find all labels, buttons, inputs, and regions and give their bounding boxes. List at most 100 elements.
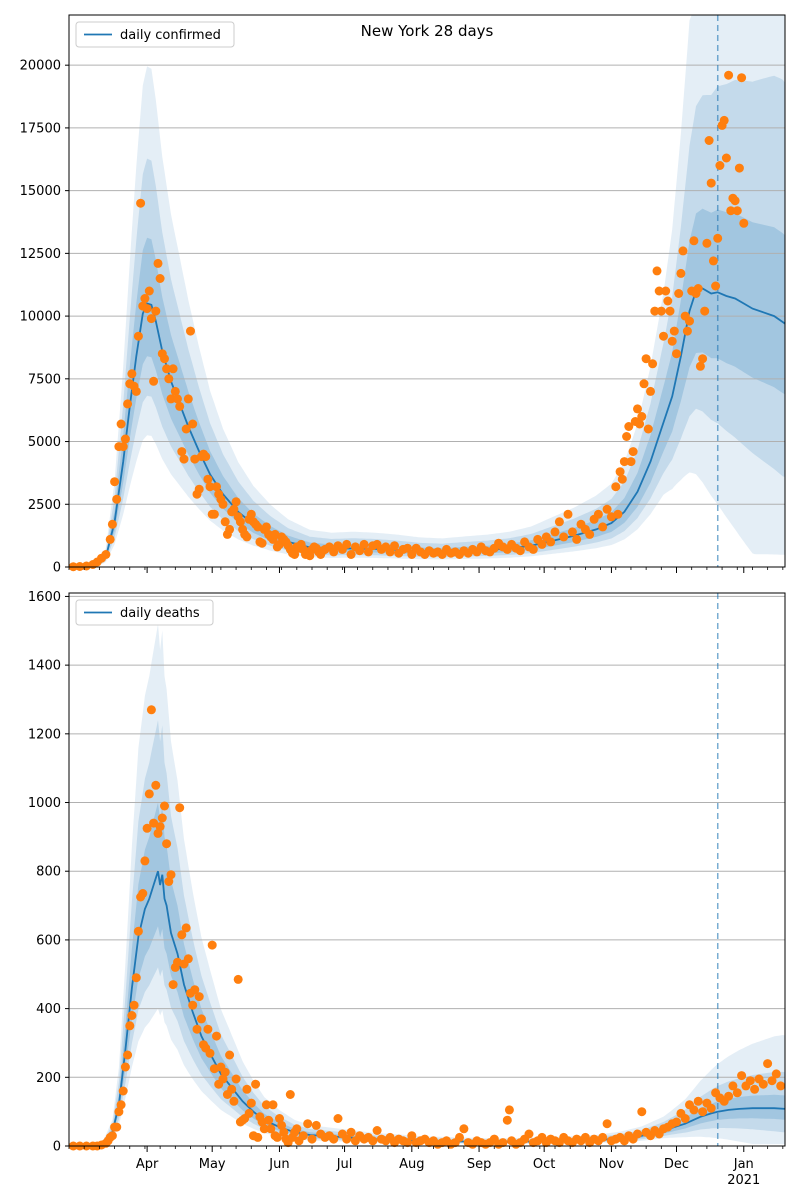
legend-label: daily deaths xyxy=(120,606,200,621)
observed-point xyxy=(702,238,712,248)
legend-box xyxy=(75,599,214,626)
observed-point xyxy=(175,803,185,813)
uncertainty-band xyxy=(69,15,785,567)
observed-point xyxy=(207,940,217,950)
observed-point xyxy=(225,524,235,534)
observed-point xyxy=(646,386,655,396)
observed-point xyxy=(155,274,165,283)
observed-point xyxy=(131,386,141,396)
observed-point xyxy=(164,374,174,384)
observed-point xyxy=(635,419,645,429)
y-tick-label: 12500 xyxy=(20,247,61,262)
observed-point xyxy=(550,527,560,537)
observed-point xyxy=(105,534,115,544)
observed-point xyxy=(359,539,369,549)
confirmed-axes-frame xyxy=(68,14,786,568)
observed-point xyxy=(745,1076,755,1086)
y-tick-label: 10000 xyxy=(20,310,61,325)
observed-point xyxy=(253,1132,263,1142)
observed-point xyxy=(602,504,612,514)
observed-point xyxy=(669,326,679,336)
observed-point xyxy=(368,1136,378,1146)
observed-point xyxy=(123,1050,133,1060)
observed-point xyxy=(693,1096,703,1106)
confirmed-legend: daily confirmed xyxy=(75,21,235,48)
observed-point xyxy=(724,1091,734,1101)
x-tick-label: May xyxy=(199,1157,226,1172)
observed-point xyxy=(173,394,182,404)
observed-point xyxy=(665,306,675,316)
observed-point xyxy=(626,457,636,467)
observed-point xyxy=(737,1071,747,1081)
observed-point xyxy=(689,236,699,246)
axes-frame xyxy=(68,592,786,1147)
observed-point xyxy=(598,1132,608,1142)
observed-point xyxy=(715,161,725,170)
observed-point xyxy=(372,1126,382,1135)
observed-point xyxy=(242,1084,252,1094)
observed-point xyxy=(186,326,195,336)
y-tick-label: 1200 xyxy=(28,727,61,742)
observed-point xyxy=(218,499,228,509)
observed-point xyxy=(266,1124,276,1134)
confirmed-uncertainty-bands xyxy=(69,15,785,567)
x-tick-label: 2021 xyxy=(727,1173,760,1188)
observed-point xyxy=(244,1108,254,1118)
observed-point xyxy=(233,974,243,984)
observed-point xyxy=(622,432,632,441)
observed-point xyxy=(201,452,211,462)
observed-point xyxy=(129,1000,139,1010)
uncertainty-band xyxy=(69,208,785,567)
observed-point xyxy=(407,550,417,559)
observed-point xyxy=(563,509,573,519)
observed-point xyxy=(205,482,215,492)
observed-point xyxy=(179,454,189,464)
observed-point xyxy=(153,258,163,268)
observed-point xyxy=(181,923,191,933)
observed-point xyxy=(183,394,193,404)
observed-point xyxy=(227,1084,237,1094)
observed-point xyxy=(120,1062,130,1072)
y-tick-label: 600 xyxy=(36,933,61,948)
observed-point xyxy=(403,1138,412,1148)
observed-point xyxy=(160,354,169,364)
observed-point xyxy=(209,509,219,519)
observed-point xyxy=(127,369,137,379)
y-tick-label: 0 xyxy=(53,1140,61,1155)
observed-point xyxy=(142,823,152,833)
observed-point xyxy=(763,1059,773,1069)
observed-point xyxy=(194,484,204,494)
observed-point xyxy=(279,1127,289,1137)
observed-point xyxy=(708,256,718,266)
deaths-axes-frame xyxy=(68,592,786,1147)
observed-point xyxy=(546,537,556,547)
observed-point xyxy=(140,856,150,866)
observed-point xyxy=(110,477,120,487)
y-tick-label: 0 xyxy=(53,561,61,576)
y-tick-label: 1600 xyxy=(28,590,61,605)
observed-point xyxy=(170,386,180,396)
observed-point xyxy=(235,517,245,527)
observed-point xyxy=(342,1134,352,1144)
observed-point xyxy=(220,517,230,527)
observed-point xyxy=(175,401,185,411)
deaths-panel: 0 200 400 600 800 1000 1200 1400 1600 Apr May Jun J… xyxy=(28,590,786,1188)
observed-point xyxy=(537,539,547,549)
observed-point xyxy=(726,206,736,216)
observed-point xyxy=(585,529,595,539)
observed-point xyxy=(598,522,608,532)
uncertainty-band xyxy=(69,720,785,1146)
observed-point xyxy=(346,550,356,559)
observed-point xyxy=(246,1098,256,1108)
observed-point xyxy=(133,331,143,341)
observed-point xyxy=(101,550,111,559)
observed-point xyxy=(212,1031,221,1041)
observed-point xyxy=(704,136,714,145)
observed-point xyxy=(455,1132,464,1142)
observed-point xyxy=(231,497,241,507)
deaths-y-ticks: 0 200 400 600 800 1000 1200 1400 1600 xyxy=(28,590,69,1155)
observed-point xyxy=(676,268,686,278)
observed-point xyxy=(225,1050,235,1060)
observed-point xyxy=(737,73,747,83)
